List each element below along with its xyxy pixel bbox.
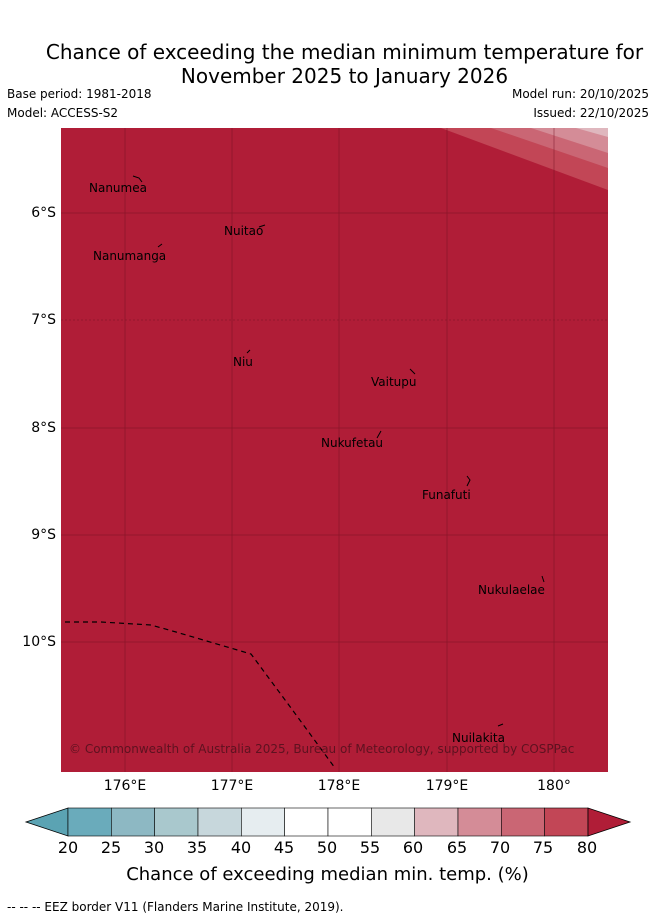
lat-label: 10°S (22, 634, 56, 650)
island-nanumea (132, 175, 143, 183)
colorbar-segment (414, 807, 459, 837)
colorbar-segment (241, 807, 285, 837)
model-name: Model: ACCESS-S2 (7, 106, 119, 120)
island-nanumanga (157, 243, 163, 248)
colorbar-tick-label: 40 (230, 838, 252, 857)
colorbar-tick-label: 65 (446, 838, 468, 857)
lat-label: 6°S (31, 205, 56, 221)
colorbar-segment (284, 807, 329, 837)
colorbar-segment (197, 807, 242, 837)
island-vaitupu (409, 368, 416, 375)
colorbar-segment (111, 807, 155, 837)
island-niu (246, 349, 251, 354)
map-svg (61, 128, 608, 772)
colorbar-segment (501, 807, 545, 837)
colorbar-segment (154, 807, 199, 837)
islands (132, 175, 545, 727)
colorbar-segment (544, 807, 589, 837)
island-nuilakita (497, 723, 504, 727)
colorbar-segment (371, 807, 415, 837)
place-label: Funafuti (422, 488, 471, 502)
place-label: Niu (233, 355, 253, 369)
place-label: Nukufetau (321, 436, 384, 450)
colorbar-tick-label: 50 (316, 838, 338, 857)
colorbar-title: Chance of exceeding median min. temp. (%… (126, 864, 529, 885)
place-label: Nanumea (89, 181, 147, 195)
colorbar-tick-label: 70 (489, 838, 511, 857)
colorbar-tick-label: 80 (576, 838, 598, 857)
footnote: -- -- -- EEZ border V11 (Flanders Marine… (7, 900, 344, 914)
island-funafuti (466, 475, 471, 487)
colorbar-tick-label: 20 (57, 838, 79, 857)
place-label: Nuitao (224, 224, 264, 238)
colorbar-segment (67, 807, 112, 837)
map-area: Nanumea Nuitao Nanumanga Niu Vaitupu Nuk… (61, 128, 608, 772)
colorbar-tick-label: 55 (359, 838, 381, 857)
title-line-2: November 2025 to January 2026 (180, 64, 509, 88)
model-run: Model run: 20/10/2025 (511, 87, 649, 101)
island-nukulaelae (541, 575, 545, 583)
lat-label: 7°S (31, 312, 56, 328)
lat-label: 9°S (31, 527, 56, 543)
title-line-1: Chance of exceeding the median minimum t… (45, 40, 644, 64)
island-nuitao (258, 224, 266, 228)
place-label: Nuilakita (452, 731, 505, 745)
band-60-65 (531, 128, 608, 153)
colorbar-tick-label: 35 (186, 838, 208, 857)
lon-label: 177°E (210, 778, 254, 794)
lon-label: 176°E (103, 778, 147, 794)
chart-title: Chance of exceeding the median minimum t… (0, 40, 655, 88)
eez-border (65, 621, 336, 769)
lon-label: 180° (537, 778, 571, 794)
graticule (61, 128, 608, 772)
colorbar-tick-label: 45 (273, 838, 295, 857)
colorbar-low-extension (24, 807, 69, 837)
colorbar (24, 807, 632, 837)
colorbar-segment (457, 807, 502, 837)
lon-label: 178°E (317, 778, 361, 794)
issued-date: Issued: 22/10/2025 (533, 106, 649, 120)
colorbar-segment (327, 807, 372, 837)
place-label: Nukulaelae (478, 583, 545, 597)
colorbar-tick-label: 30 (143, 838, 165, 857)
copyright-notice: © Commonwealth of Australia 2025, Bureau… (69, 742, 575, 756)
base-period: Base period: 1981-2018 (7, 87, 152, 101)
island-nukufetau (376, 430, 382, 439)
place-label: Nanumanga (93, 249, 167, 263)
colorbar-tick-label: 60 (402, 838, 424, 857)
colorbar-tick-label: 75 (532, 838, 554, 857)
colorbar-tick-label: 25 (100, 838, 122, 857)
lat-label: 8°S (31, 420, 56, 436)
place-label: Vaitupu (371, 375, 417, 389)
band-55-60 (576, 128, 608, 137)
lon-label: 179°E (425, 778, 469, 794)
colorbar-high-extension (587, 807, 632, 837)
